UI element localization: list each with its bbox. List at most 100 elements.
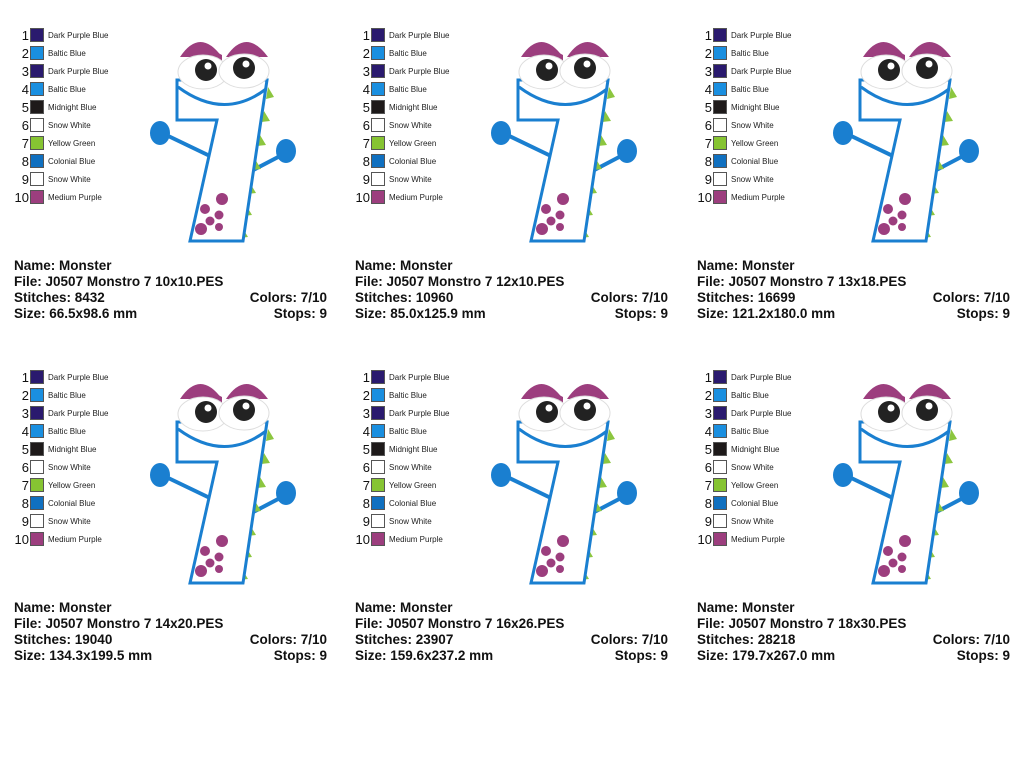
color-swatch xyxy=(30,172,44,186)
color-number: 5 xyxy=(704,99,712,115)
color-name: Midnight Blue xyxy=(48,444,97,454)
legend-row: 6 Snow White xyxy=(695,116,791,134)
color-swatch xyxy=(30,28,44,42)
color-number: 7 xyxy=(21,135,29,151)
color-name: Medium Purple xyxy=(731,192,785,202)
color-name: Dark Purple Blue xyxy=(48,66,109,76)
legend-row: 7 Yellow Green xyxy=(353,134,449,152)
monster-seven-embroidery-image xyxy=(481,367,651,597)
color-name: Snow White xyxy=(731,120,774,130)
design-info: Name: Monster File: J0507 Monstro 7 12x1… xyxy=(355,258,668,322)
color-swatch xyxy=(713,100,727,114)
color-swatch xyxy=(371,136,385,150)
color-swatch xyxy=(713,172,727,186)
legend-row: 1 Dark Purple Blue xyxy=(353,26,449,44)
legend-row: 8 Colonial Blue xyxy=(695,152,791,170)
color-number: 9 xyxy=(362,171,370,187)
color-number: 10 xyxy=(14,531,29,547)
color-swatch xyxy=(371,172,385,186)
color-swatch xyxy=(713,424,727,438)
size-line: Size: 159.6x237.2 mm xyxy=(355,648,494,663)
legend-row: 1 Dark Purple Blue xyxy=(12,368,108,386)
color-swatch xyxy=(30,478,44,492)
color-swatch xyxy=(713,406,727,420)
legend-row: 7 Yellow Green xyxy=(695,476,791,494)
color-name: Dark Purple Blue xyxy=(389,30,450,40)
color-number: 7 xyxy=(362,477,370,493)
color-number: 1 xyxy=(362,369,370,385)
color-number: 2 xyxy=(21,45,29,61)
color-swatch xyxy=(30,64,44,78)
color-number: 3 xyxy=(362,405,370,421)
color-number: 8 xyxy=(21,153,29,169)
color-swatch xyxy=(371,514,385,528)
legend-row: 5 Midnight Blue xyxy=(353,440,449,458)
color-swatch xyxy=(713,64,727,78)
color-name: Colonial Blue xyxy=(48,498,96,508)
color-swatch xyxy=(713,532,727,546)
color-swatch xyxy=(371,46,385,60)
color-name: Medium Purple xyxy=(48,192,102,202)
name-line: Name: Monster xyxy=(14,600,112,615)
color-number: 8 xyxy=(21,495,29,511)
color-name: Baltic Blue xyxy=(389,84,427,94)
color-name: Dark Purple Blue xyxy=(48,30,109,40)
legend-row: 4 Baltic Blue xyxy=(695,80,791,98)
color-name: Baltic Blue xyxy=(731,84,769,94)
color-name: Colonial Blue xyxy=(48,156,96,166)
color-number: 3 xyxy=(21,405,29,421)
color-swatch xyxy=(30,496,44,510)
color-name: Baltic Blue xyxy=(389,390,427,400)
design-info: Name: Monster File: J0507 Monstro 7 10x1… xyxy=(14,258,327,322)
name-line: Name: Monster xyxy=(697,600,795,615)
legend-row: 3 Dark Purple Blue xyxy=(353,404,449,422)
legend-row: 3 Dark Purple Blue xyxy=(12,404,108,422)
color-swatch xyxy=(713,478,727,492)
color-name: Baltic Blue xyxy=(389,426,427,436)
color-number: 2 xyxy=(21,387,29,403)
legend-row: 1 Dark Purple Blue xyxy=(12,26,108,44)
legend-row: 10 Medium Purple xyxy=(695,188,791,206)
legend-row: 6 Snow White xyxy=(12,116,108,134)
color-swatch xyxy=(713,190,727,204)
legend-row: 6 Snow White xyxy=(353,458,449,476)
color-swatch xyxy=(713,496,727,510)
color-swatch xyxy=(30,100,44,114)
legend-row: 2 Baltic Blue xyxy=(353,44,449,62)
legend-row: 7 Yellow Green xyxy=(12,134,108,152)
color-legend: 1 Dark Purple Blue 2 Baltic Blue 3 Dark … xyxy=(695,26,791,206)
color-name: Snow White xyxy=(48,120,91,130)
color-swatch xyxy=(30,388,44,402)
legend-row: 4 Baltic Blue xyxy=(353,80,449,98)
color-number: 8 xyxy=(362,153,370,169)
stops-line: Stops: 9 xyxy=(614,306,668,321)
color-swatch xyxy=(371,100,385,114)
color-number: 3 xyxy=(704,405,712,421)
color-number: 10 xyxy=(14,189,29,205)
colors-line: Colors: 7/10 xyxy=(932,290,1010,305)
color-number: 2 xyxy=(362,45,370,61)
color-swatch xyxy=(30,460,44,474)
color-number: 1 xyxy=(21,369,29,385)
color-name: Yellow Green xyxy=(731,480,779,490)
color-number: 4 xyxy=(362,81,370,97)
color-number: 9 xyxy=(21,513,29,529)
legend-row: 10 Medium Purple xyxy=(353,530,449,548)
legend-row: 10 Medium Purple xyxy=(695,530,791,548)
color-name: Colonial Blue xyxy=(731,498,779,508)
color-number: 10 xyxy=(697,531,712,547)
color-name: Medium Purple xyxy=(389,192,443,202)
color-number: 2 xyxy=(704,387,712,403)
stitches-line: Stitches: 8432 xyxy=(14,290,105,305)
stitches-line: Stitches: 28218 xyxy=(697,632,796,647)
color-name: Yellow Green xyxy=(389,138,437,148)
color-swatch xyxy=(713,460,727,474)
color-number: 10 xyxy=(697,189,712,205)
legend-row: 8 Colonial Blue xyxy=(695,494,791,512)
color-number: 4 xyxy=(362,423,370,439)
legend-row: 1 Dark Purple Blue xyxy=(695,368,791,386)
legend-row: 2 Baltic Blue xyxy=(695,44,791,62)
color-swatch xyxy=(713,154,727,168)
color-name: Dark Purple Blue xyxy=(731,30,792,40)
size-line: Size: 134.3x199.5 mm xyxy=(14,648,153,663)
